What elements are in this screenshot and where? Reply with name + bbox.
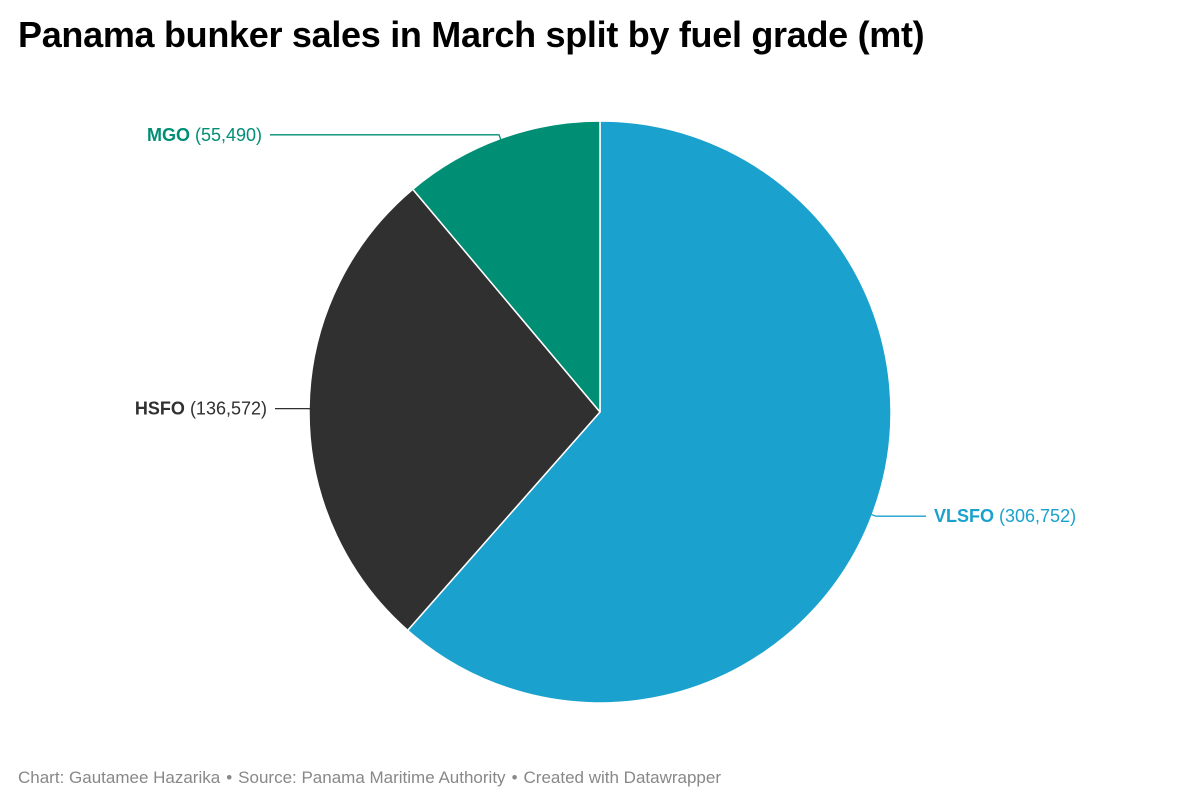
- chart-title: Panama bunker sales in March split by fu…: [18, 14, 925, 55]
- footer-separator: •: [511, 768, 518, 787]
- slice-label-mgo: MGO (55,490): [147, 125, 262, 145]
- leader-line-mgo: [270, 134, 506, 152]
- slice-label-name: VLSFO: [934, 506, 994, 526]
- created-with: Created with Datawrapper: [523, 768, 721, 787]
- footer-separator: •: [226, 768, 233, 787]
- slice-label-name: HSFO: [135, 399, 185, 419]
- slice-label-hsfo: HSFO (136,572): [135, 399, 267, 419]
- slice-label-value: (55,490): [190, 125, 262, 145]
- slice-label-value: (136,572): [185, 399, 267, 419]
- slice-label-name: MGO: [147, 125, 190, 145]
- chart-source: Source: Panama Maritime Authority: [238, 768, 506, 787]
- chart-credit: Chart: Gautamee Hazarika: [18, 768, 221, 787]
- pie-slices: [308, 120, 892, 704]
- chart-footer: Chart: Gautamee Hazarika • Source: Panama …: [18, 768, 721, 788]
- slice-label-vlsfo: VLSFO (306,752): [934, 506, 1076, 526]
- pie-labels: VLSFO (306,752) HSFO (136,572) MGO (55,490…: [135, 125, 1076, 526]
- leader-line-vlsfo: [860, 509, 926, 517]
- slice-label-value: (306,752): [994, 506, 1076, 526]
